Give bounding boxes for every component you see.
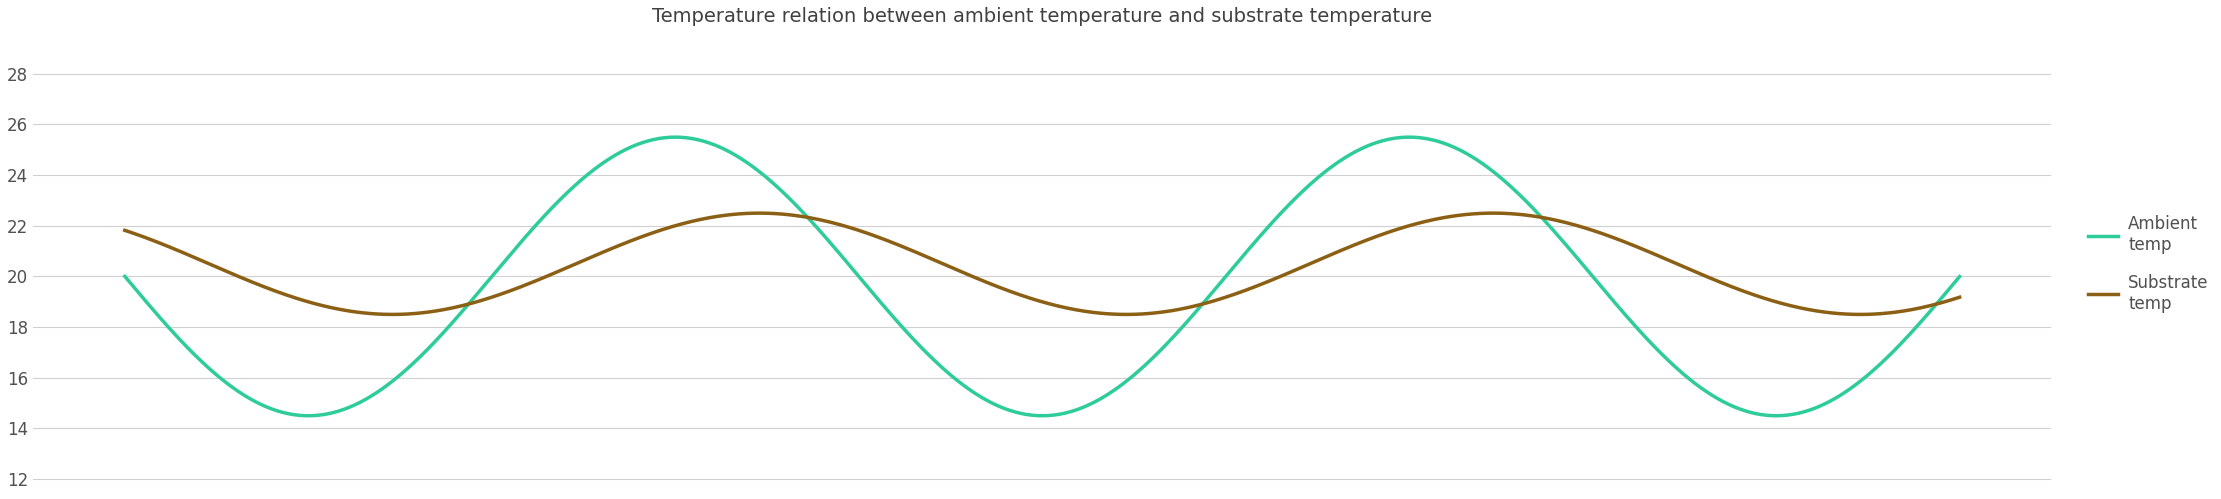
Substrate
temp bbox=[1577, 227, 1604, 233]
Ambient
temp bbox=[924, 359, 951, 365]
Legend: Ambient
temp, Substrate
temp: Ambient temp, Substrate temp bbox=[2079, 207, 2217, 321]
Ambient
temp bbox=[295, 413, 322, 419]
Ambient
temp bbox=[1946, 273, 1972, 279]
Ambient
temp bbox=[1579, 273, 1606, 279]
Substrate
temp bbox=[300, 300, 326, 306]
Substrate
temp bbox=[919, 256, 946, 262]
Ambient
temp bbox=[857, 287, 884, 293]
Ambient
temp bbox=[1546, 234, 1572, 240]
Substrate
temp bbox=[1479, 210, 1506, 216]
Substrate
temp bbox=[853, 230, 880, 236]
Ambient
temp bbox=[1375, 136, 1401, 142]
Ambient
temp bbox=[662, 134, 689, 140]
Substrate
temp bbox=[1946, 294, 1972, 300]
Ambient
temp bbox=[111, 273, 138, 279]
Substrate
temp bbox=[1370, 231, 1397, 237]
Substrate
temp bbox=[111, 228, 138, 234]
Substrate
temp bbox=[1848, 311, 1875, 317]
Line: Ambient
temp: Ambient temp bbox=[124, 137, 1959, 416]
Substrate
temp bbox=[1544, 218, 1570, 224]
Title: Temperature relation between ambient temperature and substrate temperature: Temperature relation between ambient tem… bbox=[653, 7, 1433, 26]
Ambient
temp bbox=[300, 413, 326, 419]
Line: Substrate
temp: Substrate temp bbox=[124, 213, 1959, 314]
